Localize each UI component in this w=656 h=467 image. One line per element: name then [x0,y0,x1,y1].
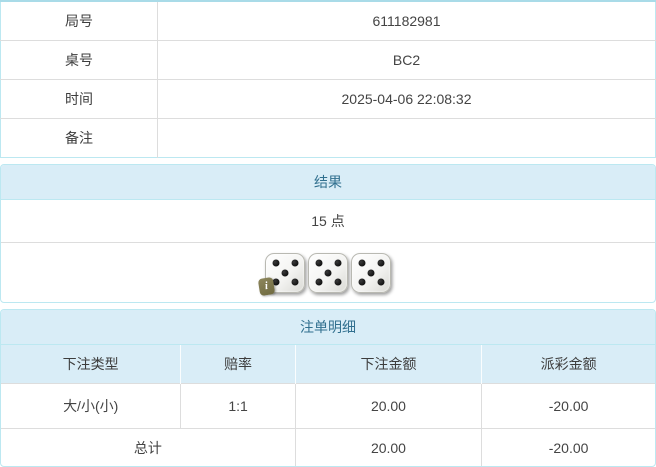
bet-details-table: 下注类型 赔率 下注金额 派彩金额 大/小(小) 1:1 20.00 -20.0… [1,345,655,466]
die-2 [308,252,348,293]
die-pip [291,259,298,267]
remark-label: 备注 [0,118,158,158]
die-pip [324,269,332,276]
die-pip [377,278,384,286]
bet-type-cell: 大/小(小) [1,383,181,429]
result-panel: 结果 15 点 i [0,164,656,303]
remark-value [158,119,656,158]
die-pip [315,259,322,267]
dice-row: i [1,243,655,302]
die-pip [358,278,365,286]
die-pip [334,278,341,286]
die-3 [351,252,391,293]
round-info-table: 局号 611182981 桌号 BC2 时间 2025-04-06 22:08:… [0,0,656,158]
die-pip [291,278,298,286]
round-id-label: 局号 [0,1,158,41]
die-pip [315,278,322,286]
info-row-time: 时间 2025-04-06 22:08:32 [0,79,656,119]
total-label-cell: 总计 [1,428,296,466]
col-header-bet-amount: 下注金额 [294,345,482,384]
die-pip [281,269,289,276]
info-row-table: 桌号 BC2 [0,40,656,80]
result-panel-title: 结果 [1,165,655,200]
info-row-remark: 备注 [0,118,656,158]
total-amount-cell: 20.00 [294,428,482,466]
col-header-odds: 赔率 [180,345,296,384]
bet-details-title: 注单明细 [1,310,655,345]
table-id-value: BC2 [157,40,656,80]
die-pip [272,259,279,267]
bet-details-panel: 注单明细 下注类型 赔率 下注金额 派彩金额 大/小(小) 1:1 20.00 … [0,309,656,467]
total-row: 总计 20.00 -20.00 [1,428,655,466]
result-points: 15 点 [1,200,655,243]
bet-row: 大/小(小) 1:1 20.00 -20.00 [1,383,655,429]
col-header-payout-amount: 派彩金额 [481,345,655,384]
time-value: 2025-04-06 22:08:32 [157,79,656,119]
die-pip [358,259,365,267]
bet-table-header-row: 下注类型 赔率 下注金额 派彩金额 [1,345,655,384]
dice-info-icon[interactable]: i [257,276,276,296]
col-header-bet-type: 下注类型 [1,345,181,384]
die-1: i [257,252,305,296]
total-payout-cell: -20.00 [481,428,655,466]
time-label: 时间 [0,79,158,119]
die-pip [367,269,375,276]
bet-amount-cell: 20.00 [294,383,482,429]
die-pip [377,259,384,267]
bet-payout-cell: -20.00 [481,383,655,429]
round-id-value: 611182981 [157,1,656,41]
bet-odds-cell: 1:1 [180,383,296,429]
info-row-round: 局号 611182981 [0,1,656,41]
table-id-label: 桌号 [0,40,158,80]
die-pip [334,259,341,267]
die-pip [272,278,279,286]
